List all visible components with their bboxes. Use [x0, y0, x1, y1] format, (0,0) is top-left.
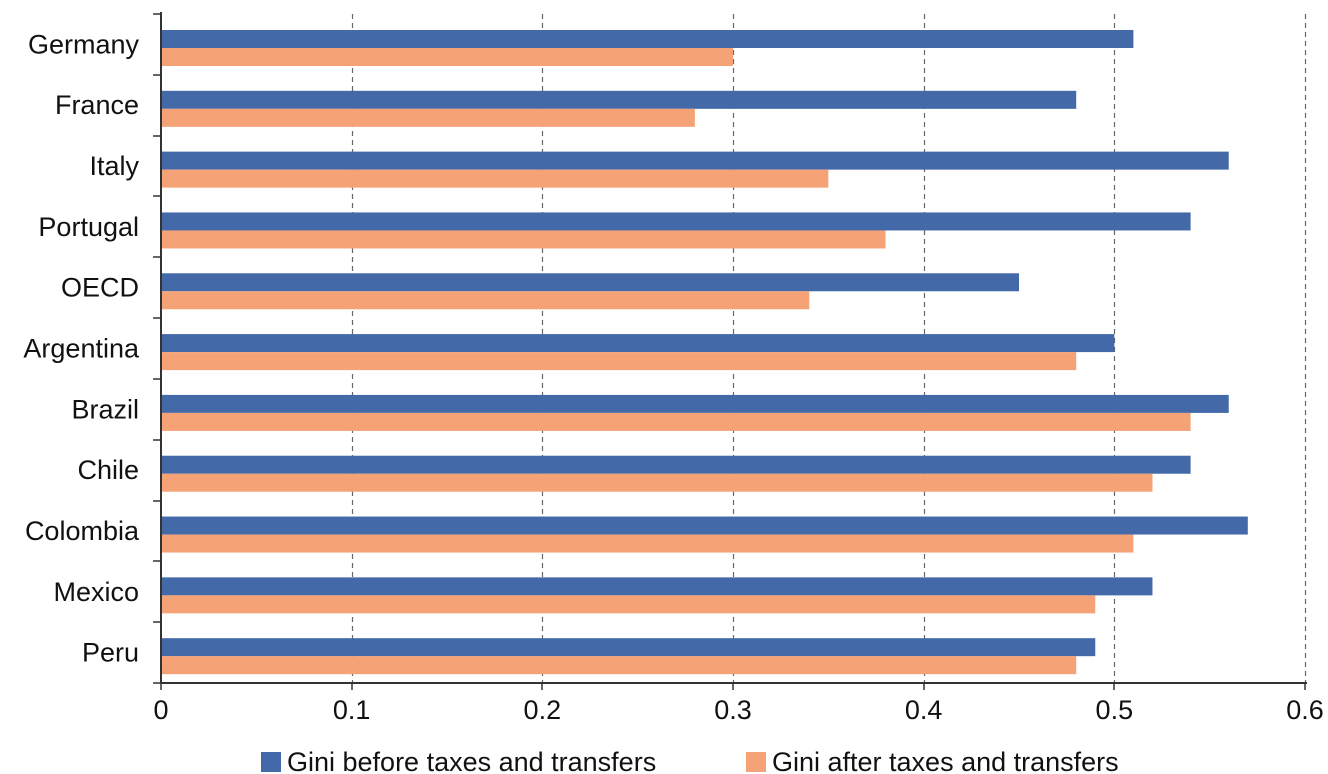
- category-label-chile: Chile: [77, 455, 139, 485]
- bar-brazil-after: [162, 412, 1191, 431]
- bar-peru-before: [162, 638, 1096, 657]
- x-tick-label-0.1: 0.1: [333, 695, 371, 725]
- bar-argentina-after: [162, 352, 1077, 371]
- bar-mexico-before: [162, 577, 1153, 596]
- category-label-france: France: [55, 90, 139, 120]
- legend-swatch-after: [746, 752, 766, 772]
- legend-swatch-before: [261, 752, 281, 772]
- x-tick-label-0.4: 0.4: [905, 695, 943, 725]
- bar-oecd-before: [162, 273, 1019, 292]
- legend-label-before: Gini before taxes and transfers: [287, 747, 656, 774]
- x-tick-label-0.6: 0.6: [1286, 695, 1324, 725]
- bar-portugal-before: [162, 212, 1191, 231]
- bar-france-before: [162, 90, 1077, 109]
- legend-label-after: Gini after taxes and transfers: [772, 747, 1119, 774]
- bar-france-after: [162, 108, 695, 127]
- bar-argentina-before: [162, 334, 1115, 353]
- category-label-germany: Germany: [28, 29, 140, 59]
- x-tick-label-0: 0: [153, 695, 168, 725]
- bar-germany-after: [162, 48, 733, 66]
- category-label-mexico: Mexico: [53, 577, 139, 607]
- bar-italy-after: [162, 169, 829, 188]
- category-label-argentina: Argentina: [23, 334, 140, 364]
- bar-colombia-after: [162, 534, 1134, 553]
- category-label-peru: Peru: [82, 638, 139, 668]
- bar-mexico-after: [162, 595, 1096, 614]
- bars: [162, 30, 1248, 675]
- bar-brazil-before: [162, 394, 1229, 413]
- axes: [153, 12, 1307, 690]
- category-label-oecd: OECD: [61, 273, 139, 303]
- x-tick-label-0.3: 0.3: [714, 695, 752, 725]
- category-label-brazil: Brazil: [71, 394, 139, 424]
- legend: Gini before taxes and transfers Gini aft…: [261, 747, 1119, 774]
- category-label-italy: Italy: [89, 151, 139, 181]
- bar-portugal-after: [162, 230, 886, 249]
- category-label-portugal: Portugal: [38, 212, 139, 242]
- x-tick-label-0.5: 0.5: [1096, 695, 1134, 725]
- x-tick-labels: 0 0.1 0.2 0.3 0.4 0.5 0.6: [153, 695, 1323, 725]
- x-tick-label-0.2: 0.2: [524, 695, 562, 725]
- category-label-colombia: Colombia: [25, 516, 140, 546]
- bar-italy-before: [162, 151, 1229, 170]
- bar-peru-after: [162, 656, 1077, 675]
- bar-colombia-before: [162, 516, 1248, 535]
- category-labels: Germany France Italy Portugal OECD Argentina B…: [23, 29, 140, 667]
- bar-chile-after: [162, 473, 1153, 492]
- bar-chile-before: [162, 455, 1191, 474]
- bar-oecd-after: [162, 291, 810, 310]
- bar-germany-before: [162, 30, 1134, 48]
